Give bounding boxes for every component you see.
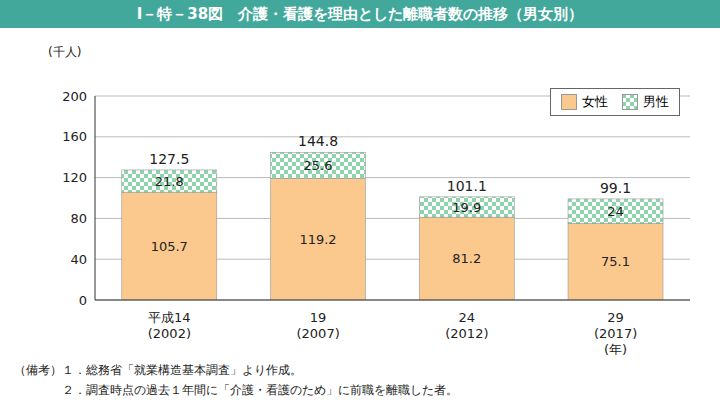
svg-text:0: 0	[79, 293, 87, 308]
svg-text:200: 200	[62, 89, 87, 104]
svg-text:120: 120	[62, 170, 87, 185]
svg-text:19.9: 19.9	[452, 200, 481, 215]
html-text:女性: 女性	[582, 94, 608, 109]
svg-text:40: 40	[70, 252, 87, 267]
svg-text:101.1: 101.1	[447, 178, 487, 194]
svg-text:160: 160	[62, 129, 87, 144]
html-text:Ⅰ－特－38図 介護・看護を理由とした離職者数の推移（男女別: Ⅰ－特－38図 介護・看護を理由とした離職者数の推移（男女別）	[136, 4, 584, 23]
html-text:(千人): (千人)	[48, 45, 82, 59]
svg-text:21.8: 21.8	[155, 174, 184, 189]
svg-text:144.8: 144.8	[298, 133, 338, 149]
svg-text:平成14(2002): 平成14(2002)	[148, 310, 191, 341]
svg-text:99.1: 99.1	[600, 180, 631, 196]
svg-text:75.1: 75.1	[601, 254, 630, 269]
html-text:男性: 男性	[643, 94, 669, 109]
svg-text:24: 24	[607, 204, 624, 219]
svg-text:80: 80	[70, 211, 87, 226]
svg-text:25.6: 25.6	[304, 158, 333, 173]
svg-text:19(2007): 19(2007)	[297, 310, 340, 341]
svg-text:119.2: 119.2	[299, 232, 336, 247]
svg-text:29(2017)(年): 29(2017)(年)	[594, 310, 637, 355]
html-text:（備考）１．総務省「就業構造基本調査」より作成。: （備考）１．総務省「就業構造基本調査」より作成。	[14, 363, 302, 377]
svg-text:105.7: 105.7	[151, 239, 188, 254]
svg-text:81.2: 81.2	[452, 251, 481, 266]
html-text:２．調査時点の過去１年間に「介護・看護のため」に前職を離職し: ２．調査時点の過去１年間に「介護・看護のため」に前職を離職した者。	[62, 383, 458, 397]
svg-text:127.5: 127.5	[149, 151, 189, 167]
svg-text:24(2012): 24(2012)	[445, 310, 488, 341]
